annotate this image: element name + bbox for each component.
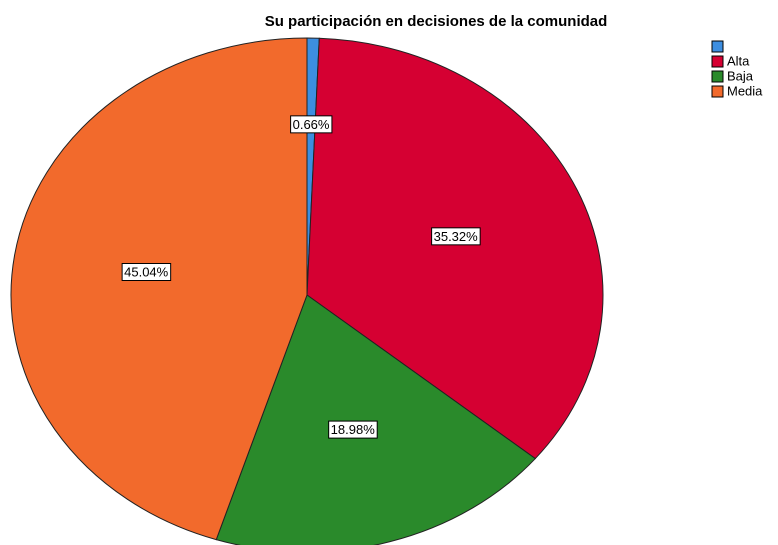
data-label: 35.32%: [434, 229, 479, 244]
legend-label: Media: [727, 83, 763, 98]
data-label: 18.98%: [331, 422, 376, 437]
pie-slice: [306, 37, 604, 460]
data-label-box: [431, 227, 481, 246]
legend-swatch: [711, 70, 724, 83]
data-label-box: [121, 263, 172, 282]
legend-swatch: [711, 55, 724, 68]
legend-swatch: [711, 40, 724, 53]
data-label-box: [328, 420, 378, 439]
legend-label: Baja: [727, 68, 754, 83]
data-label: 45.04%: [124, 265, 169, 280]
pie-slice: [10, 37, 308, 541]
data-label-box: [290, 115, 333, 134]
pie-slice: [215, 294, 537, 545]
data-label: 0.66%: [293, 117, 330, 132]
legend-label: Alta: [727, 53, 750, 68]
legend-swatch: [711, 85, 724, 98]
chart-title: Su participación en decisiones de la com…: [265, 13, 608, 30]
